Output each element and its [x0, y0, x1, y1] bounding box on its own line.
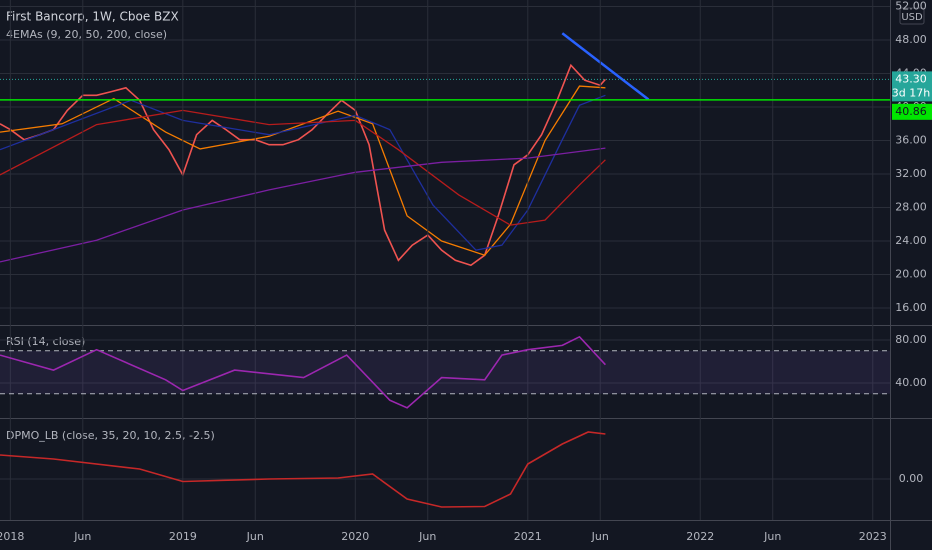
series-line: [0, 147, 606, 263]
indicator-title: DPMO_LB (close, 35, 20, 10, 2.5, -2.5): [6, 429, 215, 442]
pane: [0, 335, 890, 409]
y-tick-label: 80.00: [895, 333, 927, 346]
y-tick-label: 28.00: [895, 201, 927, 214]
x-tick-label: Jun: [246, 530, 264, 543]
x-tick-label: 2021: [514, 530, 542, 543]
level-label: 40.86: [895, 105, 927, 118]
pane: [0, 6, 890, 309]
y-tick-label: 16.00: [895, 301, 927, 314]
series-line: [0, 335, 606, 409]
rsi-band: [0, 350, 890, 394]
x-tick-label: 2019: [169, 530, 197, 543]
series-line: [0, 85, 606, 256]
y-tick-label: 36.00: [895, 134, 927, 147]
y-tick-label: 20.00: [895, 268, 927, 281]
y-tick-label: 48.00: [895, 33, 927, 46]
x-tick-label: 2022: [686, 530, 714, 543]
pane: [0, 431, 890, 508]
series-line: [0, 109, 606, 226]
y-tick-label: 0.00: [899, 472, 924, 485]
indicator-title: 4EMAs (9, 20, 50, 200, close): [6, 28, 167, 41]
x-tick-label: Jun: [591, 530, 609, 543]
countdown: 3d 17h: [892, 86, 930, 99]
x-tick-label: 2023: [859, 530, 887, 543]
series-line: [0, 63, 606, 267]
x-tick-label: 2020: [341, 530, 369, 543]
y-tick-label: 52.00: [895, 0, 927, 13]
last-price-box: [892, 71, 932, 102]
series-line: [0, 431, 606, 508]
y-tick-label: 24.00: [895, 234, 927, 247]
y-tick-label: 32.00: [895, 167, 927, 180]
indicator-title: RSI (14, close): [6, 335, 85, 348]
x-tick-label: Jun: [418, 530, 436, 543]
currency-box[interactable]: [899, 7, 925, 25]
y-tick-label: 40.00: [895, 376, 927, 389]
trend-line: [561, 32, 650, 101]
currency[interactable]: USD: [901, 12, 923, 23]
level-box: [892, 103, 932, 120]
chart-title: First Bancorp, 1W, Cboe BZX: [6, 10, 179, 24]
x-tick-label: Jun: [763, 530, 781, 543]
x-tick-label: Jun: [73, 530, 91, 543]
x-tick-label: 2018: [0, 530, 24, 543]
last-price-label: 43.30: [895, 72, 927, 85]
series-line: [0, 94, 606, 251]
